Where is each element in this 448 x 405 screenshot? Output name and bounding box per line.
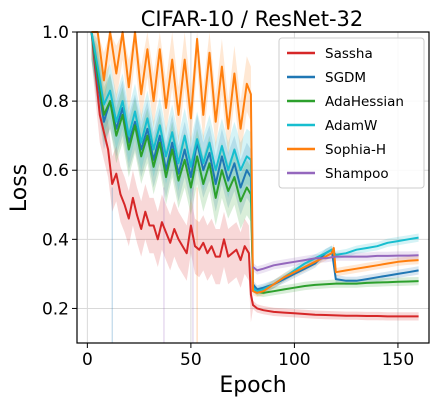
y-tick-label: 0.6 [42,161,69,181]
series-line-sgdm [90,31,419,291]
series-line-sophia-h [91,31,419,294]
y-axis-title: Loss [7,164,32,212]
legend-box [278,37,425,189]
legend-label-adahessian: AdaHessian [325,94,404,110]
chart-title: CIFAR-10 / ResNet-32 [141,7,364,31]
x-tick-label: 100 [278,350,310,370]
series-line-sassha [90,31,419,318]
x-tick-label: 0 [82,350,93,370]
band-sophia-h [91,32,419,297]
legend-label-sophia-h: Sophia-H [325,142,386,158]
legend-label-adamw: AdamW [325,118,377,134]
band-sassha [91,32,419,323]
plot-frame [76,31,430,344]
band-adahessian [91,32,419,297]
band-adamw [91,32,419,296]
spike-lines [111,187,198,343]
x-axis-title: Epoch [219,373,286,398]
band-sgdm [91,32,419,294]
legend-label-sassha: Sassha [325,46,373,62]
x-tick-label: 150 [382,350,414,370]
series-lines [90,31,419,318]
variance-bands [91,32,419,323]
y-tick-label: 0.4 [42,230,69,250]
series-line-adamw [90,31,419,293]
y-tick-label: 0.8 [42,92,69,112]
legend: Sassha SGDM AdaHessian AdamW Sophia-H Shampoo [278,37,425,189]
y-axis-ticks: 0.2 0.4 0.6 0.8 1.0 [42,23,77,319]
series-line-shampoo [252,254,419,272]
x-axis-ticks: 0 50 100 150 [82,343,414,370]
y-tick-label: 1.0 [42,23,69,43]
x-tick-label: 50 [180,350,202,370]
series-line-adahessian [90,31,419,294]
y-tick-label: 0.2 [42,299,69,319]
band-shampoo [253,251,419,275]
legend-label-shampoo: Shampoo [325,166,389,182]
legend-label-sgdm: SGDM [325,70,366,86]
